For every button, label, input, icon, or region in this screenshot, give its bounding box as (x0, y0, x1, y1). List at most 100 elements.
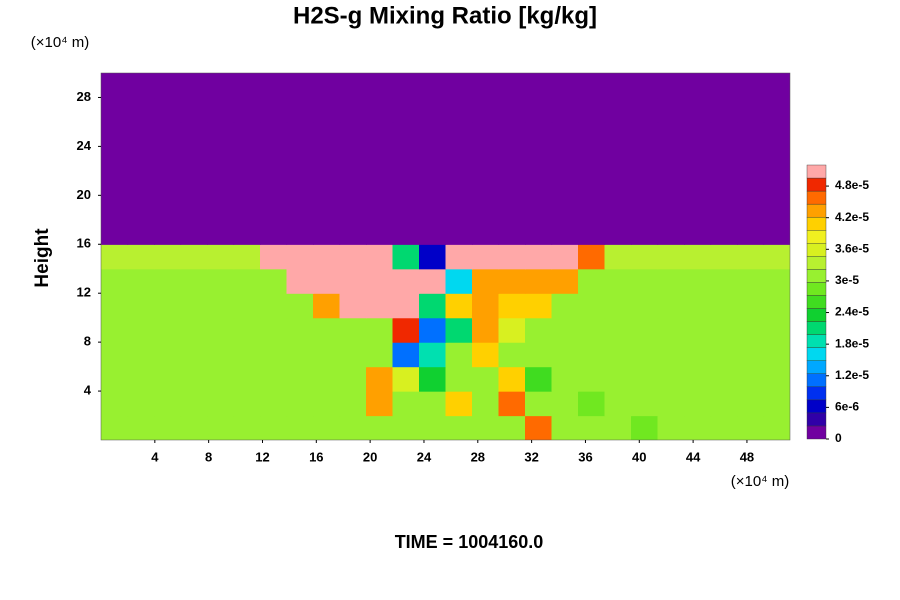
field-cell (419, 293, 447, 319)
field-cell (233, 97, 261, 123)
field-cell (604, 219, 632, 245)
field-cell (684, 366, 712, 392)
field-cell (339, 268, 367, 294)
field-cell (498, 366, 526, 392)
field-cell (366, 97, 394, 123)
field-cell (313, 146, 341, 172)
field-cell (260, 195, 288, 221)
field-cell (154, 219, 182, 245)
field-cell (207, 73, 235, 99)
field-cell (207, 391, 235, 417)
field-cell (498, 97, 526, 123)
field-cell (366, 244, 394, 270)
field-cell (472, 342, 500, 368)
field-cell (657, 73, 685, 99)
field-cell (737, 293, 765, 319)
y-unit: (×10⁴ m) (31, 34, 90, 51)
field-cell (445, 366, 473, 392)
field-cell (737, 121, 765, 147)
field-cell (737, 366, 765, 392)
field-cell (154, 244, 182, 270)
field-cell (419, 195, 447, 221)
field-cell (286, 391, 314, 417)
field-cell (127, 146, 155, 172)
field-cell (710, 146, 738, 172)
x-tick-label: 40 (632, 449, 646, 464)
field-cell (657, 97, 685, 123)
field-cell (366, 293, 394, 319)
field-cell (604, 268, 632, 294)
field-cell (631, 366, 659, 392)
field-cell (233, 342, 261, 368)
field-cell (207, 366, 235, 392)
field-cell (313, 366, 341, 392)
field-cell (233, 195, 261, 221)
x-tick-label: 44 (686, 449, 701, 464)
field-cell (551, 97, 579, 123)
field-cell (260, 342, 288, 368)
field-cell (313, 219, 341, 245)
field-cell (392, 293, 420, 319)
field-cell (551, 317, 579, 343)
field-cell (657, 146, 685, 172)
field-cell (154, 121, 182, 147)
field-cell (313, 121, 341, 147)
field-cell (737, 244, 765, 270)
field-cell (657, 293, 685, 319)
field-cell (498, 219, 526, 245)
field-cell (578, 73, 606, 99)
colorbar-band (806, 256, 827, 270)
field-cell (684, 244, 712, 270)
field-cell (419, 121, 447, 147)
field-cell (392, 268, 420, 294)
field-cell (392, 121, 420, 147)
field-cell (419, 170, 447, 196)
field-cell (525, 219, 553, 245)
field-cell (101, 317, 129, 343)
field-cell (604, 195, 632, 221)
field-cell (684, 97, 712, 123)
field-cell (207, 121, 235, 147)
field-cell (127, 170, 155, 196)
field-cell (763, 415, 790, 440)
field-cell (763, 293, 790, 319)
field-cell (180, 415, 208, 440)
field-cell (445, 170, 473, 196)
field-cell (551, 415, 579, 440)
field-cell (339, 219, 367, 245)
field-cell (313, 244, 341, 270)
field-cell (233, 293, 261, 319)
field-cell (339, 195, 367, 221)
field-cell (684, 268, 712, 294)
field-cell (339, 244, 367, 270)
field-cell (366, 195, 394, 221)
field-cell (127, 293, 155, 319)
field-cell (366, 146, 394, 172)
field-cell (313, 170, 341, 196)
field-cell (710, 317, 738, 343)
field-cell (233, 146, 261, 172)
field-cell (180, 342, 208, 368)
field-cell (498, 121, 526, 147)
field-cell (472, 366, 500, 392)
colorbar-band (806, 190, 827, 205)
field-cell (604, 317, 632, 343)
field-cell (180, 244, 208, 270)
colorbar-band (806, 243, 827, 257)
field-cell (392, 195, 420, 221)
field-cell (763, 73, 790, 99)
field-cell (578, 195, 606, 221)
field-cell (260, 244, 288, 270)
field-cell (657, 317, 685, 343)
field-cell (684, 342, 712, 368)
field-cell (392, 342, 420, 368)
field-cell (445, 244, 473, 270)
field-cell (419, 97, 447, 123)
field-cell (578, 121, 606, 147)
field-cell (631, 121, 659, 147)
field-cell (154, 73, 182, 99)
field-cell (154, 366, 182, 392)
field-cell (286, 195, 314, 221)
field-cell (472, 73, 500, 99)
field-cell (233, 73, 261, 99)
